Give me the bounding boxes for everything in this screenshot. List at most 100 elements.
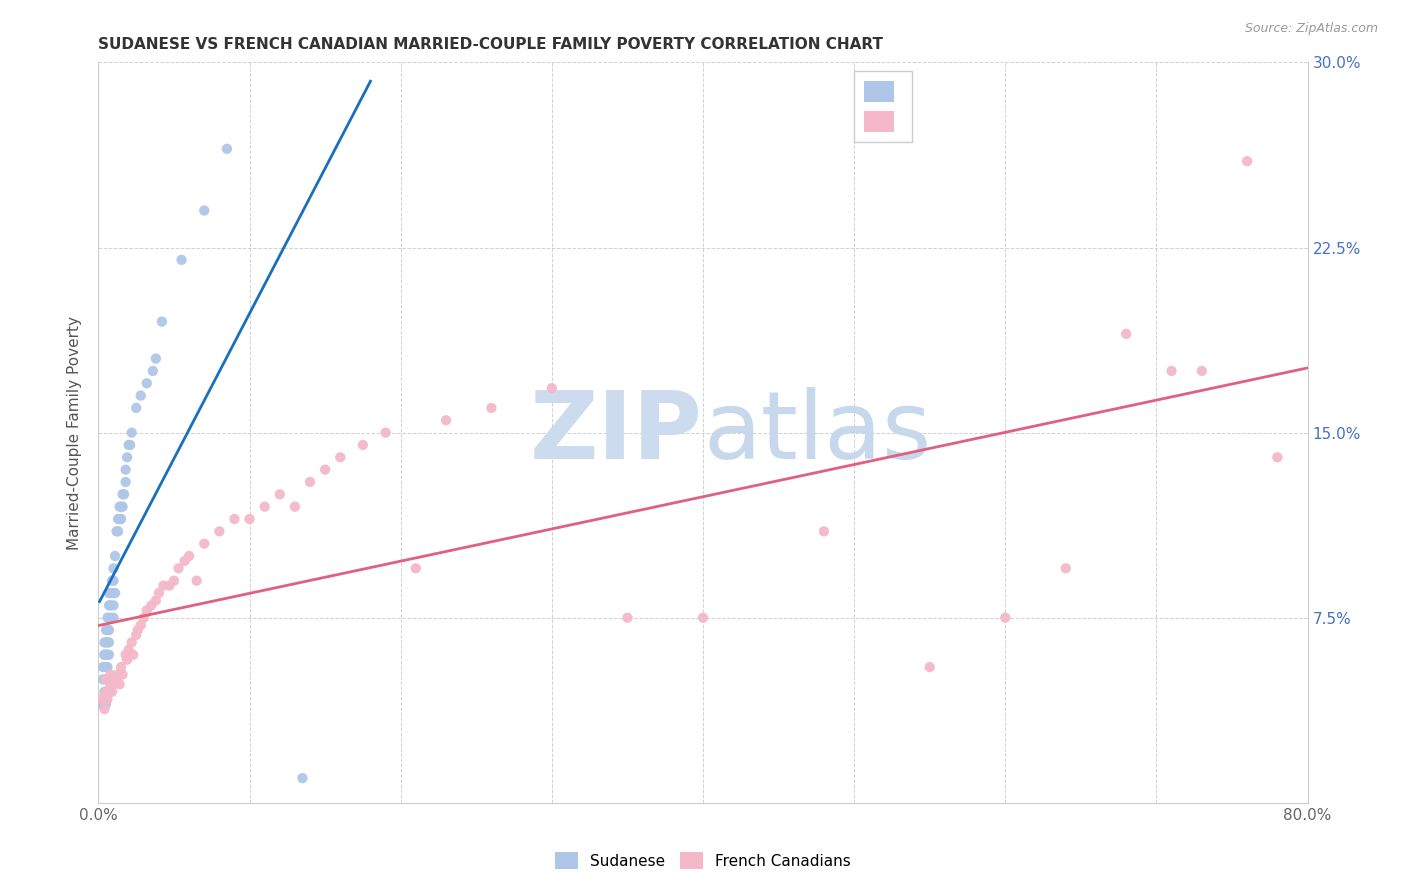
- Point: [100, 610, 122, 624]
- Point: [115, 653, 138, 667]
- Point: [98, 586, 121, 600]
- Point: [96, 610, 118, 624]
- Point: [94, 635, 117, 649]
- Point: [121, 635, 143, 649]
- Point: [284, 500, 307, 514]
- Point: [224, 512, 246, 526]
- Point: [96, 648, 118, 662]
- Point: [129, 388, 152, 402]
- Point: [96, 660, 118, 674]
- Point: [114, 475, 136, 489]
- Point: [291, 771, 314, 785]
- Point: [114, 648, 136, 662]
- Point: [145, 351, 167, 366]
- Point: [101, 574, 124, 588]
- Point: [1236, 154, 1258, 169]
- Point: [100, 586, 122, 600]
- Point: [105, 524, 128, 539]
- Point: [103, 610, 125, 624]
- Point: [112, 487, 135, 501]
- Point: [90, 692, 112, 706]
- Point: [405, 561, 427, 575]
- Point: [94, 673, 117, 687]
- Text: SUDANESE VS FRENCH CANADIAN MARRIED-COUPLE FAMILY POVERTY CORRELATION CHART: SUDANESE VS FRENCH CANADIAN MARRIED-COUP…: [98, 37, 883, 52]
- Point: [299, 475, 322, 489]
- Text: Source: ZipAtlas.com: Source: ZipAtlas.com: [1244, 22, 1378, 36]
- Point: [1054, 561, 1077, 575]
- Point: [107, 512, 129, 526]
- Point: [105, 673, 128, 687]
- Point: [135, 603, 157, 617]
- Point: [110, 500, 132, 514]
- Point: [94, 623, 117, 637]
- Point: [110, 512, 132, 526]
- Point: [103, 574, 125, 588]
- Point: [98, 623, 121, 637]
- Point: [90, 697, 112, 711]
- Point: [101, 685, 124, 699]
- Point: [813, 524, 835, 539]
- Point: [129, 618, 152, 632]
- Point: [111, 667, 134, 681]
- Point: [114, 462, 136, 476]
- Point: [1160, 364, 1182, 378]
- Point: [108, 500, 131, 514]
- Point: [110, 660, 132, 674]
- Point: [167, 561, 190, 575]
- Point: [96, 635, 118, 649]
- Point: [98, 635, 121, 649]
- Point: [142, 364, 165, 378]
- Point: [152, 579, 174, 593]
- Point: [1191, 364, 1213, 378]
- Point: [239, 512, 262, 526]
- Point: [1267, 450, 1289, 465]
- Point: [1115, 326, 1137, 341]
- Point: [103, 586, 125, 600]
- Point: [208, 524, 231, 539]
- Point: [127, 623, 149, 637]
- Point: [100, 667, 122, 681]
- Point: [148, 586, 170, 600]
- Point: [994, 610, 1017, 624]
- Point: [125, 628, 148, 642]
- Point: [93, 648, 115, 662]
- Point: [118, 438, 141, 452]
- Point: [107, 524, 129, 539]
- Legend: , : ,: [853, 70, 912, 142]
- Point: [253, 500, 276, 514]
- Point: [93, 685, 115, 699]
- Point: [481, 401, 503, 415]
- Point: [104, 549, 127, 563]
- Point: [186, 574, 208, 588]
- Point: [170, 252, 193, 267]
- Point: [115, 450, 138, 465]
- Point: [314, 462, 336, 476]
- Point: [96, 692, 118, 706]
- Point: [269, 487, 291, 501]
- Point: [91, 660, 114, 674]
- Point: [111, 500, 134, 514]
- Point: [125, 401, 148, 415]
- Point: [193, 536, 215, 550]
- Point: [120, 438, 142, 452]
- Point: [352, 438, 374, 452]
- Point: [101, 586, 124, 600]
- Point: [98, 599, 121, 613]
- Point: [91, 673, 114, 687]
- Point: [108, 677, 131, 691]
- Point: [692, 610, 714, 624]
- Point: [93, 635, 115, 649]
- Point: [173, 554, 195, 568]
- Point: [918, 660, 941, 674]
- Point: [215, 142, 238, 156]
- Point: [111, 487, 134, 501]
- Point: [103, 677, 125, 691]
- Point: [179, 549, 201, 563]
- Point: [434, 413, 457, 427]
- Point: [121, 425, 143, 440]
- Point: [616, 610, 638, 624]
- Point: [93, 702, 115, 716]
- Point: [104, 586, 127, 600]
- Point: [93, 648, 115, 662]
- Y-axis label: Married-Couple Family Poverty: Married-Couple Family Poverty: [67, 316, 83, 549]
